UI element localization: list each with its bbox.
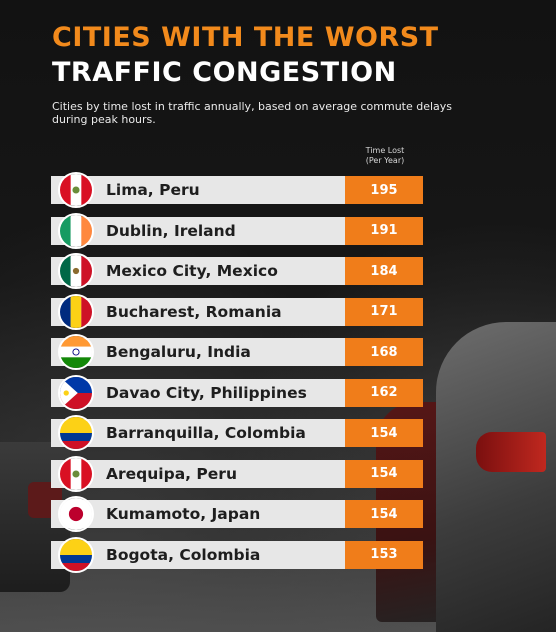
romania-flag-icon <box>58 293 94 330</box>
chart-row: Bucharest, Romania 171 <box>51 293 424 330</box>
chart-row: Arequipa, Peru 154 <box>51 455 424 492</box>
title-line-2: TRAFFIC CONGESTION <box>52 57 397 88</box>
mexico-flag-icon <box>58 253 94 289</box>
time-lost-value: 168 <box>345 338 423 366</box>
time-lost-value: 153 <box>345 540 423 569</box>
time-lost-value: 162 <box>345 378 423 407</box>
time-lost-value: 191 <box>345 216 423 245</box>
city-label: Bogota, Colombia <box>106 545 261 564</box>
time-lost-value: 154 <box>345 500 423 528</box>
city-bar <box>51 216 345 245</box>
city-label: Bucharest, Romania <box>106 302 282 321</box>
philippines-flag-icon <box>58 374 94 411</box>
time-lost-value: 195 <box>345 176 423 204</box>
chart-row: Barranquilla, Colombia 154 <box>51 415 424 451</box>
city-label: Arequipa, Peru <box>106 464 237 483</box>
chart-row: Lima, Peru 195 <box>51 172 424 208</box>
chart-row: Kumamoto, Japan 154 <box>51 496 424 532</box>
column-header: Time Lost (Per Year) <box>365 146 405 165</box>
city-label: Bengaluru, India <box>106 343 251 361</box>
ireland-flag-icon <box>58 212 94 249</box>
japan-flag-icon <box>58 496 94 532</box>
car-right-taillight <box>476 432 546 472</box>
city-bar <box>51 459 345 488</box>
chart-row: Mexico City, Mexico 184 <box>51 253 424 289</box>
city-bar <box>51 378 345 407</box>
chart-row: Bogota, Colombia 153 <box>51 536 424 573</box>
city-bar <box>51 540 345 569</box>
subtitle: Cities by time lost in traffic annually,… <box>52 100 453 126</box>
chart-row: Dublin, Ireland 191 <box>51 212 424 249</box>
india-flag-icon <box>58 334 94 370</box>
city-label: Dublin, Ireland <box>106 221 236 240</box>
city-bar <box>51 500 345 528</box>
city-bar <box>51 419 345 447</box>
city-bar <box>51 338 345 366</box>
city-label: Davao City, Philippines <box>106 383 307 402</box>
chart-row: Bengaluru, India 168 <box>51 334 424 370</box>
time-lost-value: 154 <box>345 419 423 447</box>
city-label: Mexico City, Mexico <box>106 262 278 280</box>
city-bar <box>51 297 345 326</box>
peru-flag-icon <box>58 172 94 208</box>
colombia-flag-icon <box>58 536 94 573</box>
city-bar <box>51 257 345 285</box>
time-lost-value: 154 <box>345 459 423 488</box>
time-lost-value: 184 <box>345 257 423 285</box>
time-lost-value: 171 <box>345 297 423 326</box>
title-line-1: CITIES WITH THE WORST <box>52 22 439 53</box>
city-label: Kumamoto, Japan <box>106 505 261 523</box>
chart-row: Davao City, Philippines 162 <box>51 374 424 411</box>
car-right <box>436 322 556 632</box>
city-label: Lima, Peru <box>106 181 200 199</box>
colombia-flag-icon <box>58 415 94 451</box>
city-label: Barranquilla, Colombia <box>106 424 306 442</box>
peru-flag-icon <box>58 455 94 492</box>
chart-rows: Lima, Peru 195 Dublin, Ireland 191 Mexico Ci… <box>51 172 424 581</box>
city-bar <box>51 176 345 204</box>
